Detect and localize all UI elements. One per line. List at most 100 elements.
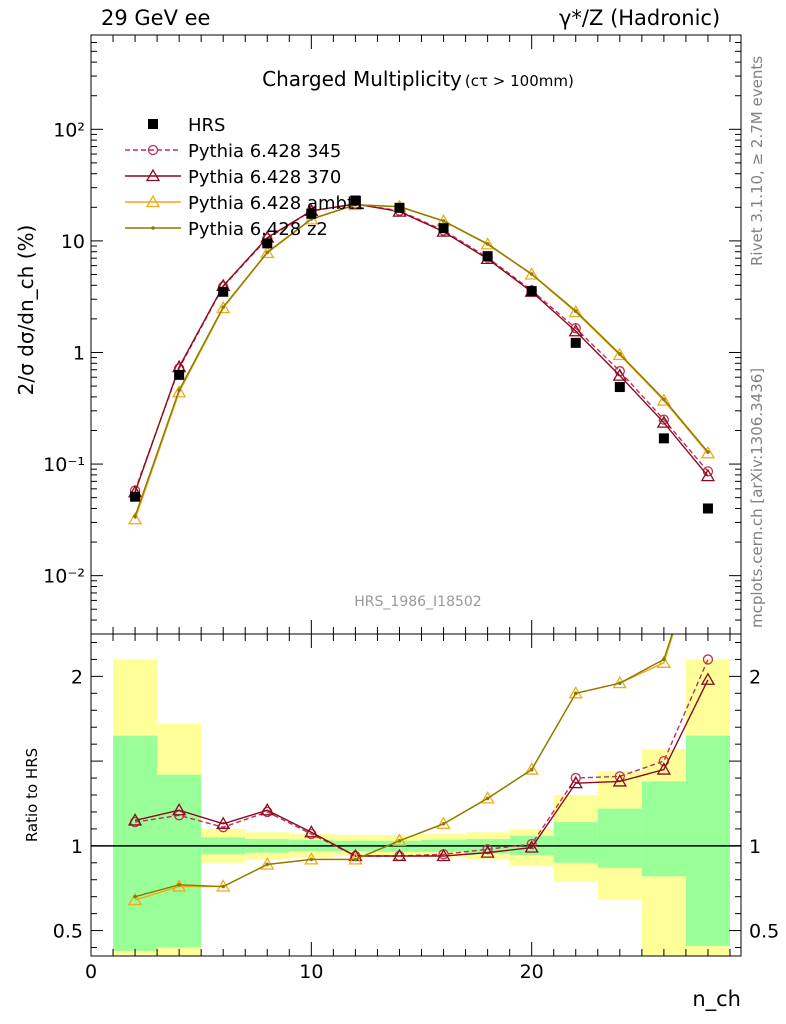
header-left: 29 GeV ee <box>101 6 211 30</box>
series-pythia-6-428-345-line <box>134 659 709 857</box>
series-hrs-point <box>130 491 141 502</box>
series-pythia-6-428-z2-point <box>133 514 137 519</box>
legend-pythia-6-428-345-marker <box>147 144 159 156</box>
x-tick-label: 10 <box>299 961 323 983</box>
legend-hrs-marker <box>148 119 158 129</box>
ratio-y-axis-label: Ratio to HRS <box>23 748 41 842</box>
legend-pythia-6-428-ambt1-marker <box>145 194 161 208</box>
chart-title-main: Charged Multiplicity <box>262 67 462 91</box>
main-series <box>127 195 716 525</box>
header-right: γ*/Z (Hadronic) <box>559 6 721 30</box>
series-pythia-6-428-z2-point <box>133 894 137 899</box>
series-hrs-point <box>570 337 581 348</box>
ratio-y-tick-label: 2 <box>71 666 83 688</box>
legend-hrs-label: HRS <box>188 115 225 136</box>
legend-pythia-6-428-370-label: Pythia 6.428 370 <box>188 167 341 188</box>
series-hrs-point <box>262 238 273 249</box>
series-hrs-point <box>438 223 449 234</box>
series-pythia-6-428-370-point <box>700 468 716 482</box>
series-pythia-6-428-ambt1-point <box>216 300 231 314</box>
y-tick-label: 10 <box>61 231 85 253</box>
uncertainty-band-inner <box>597 808 642 868</box>
series-pythia-6-428-ambt1-point <box>524 267 539 280</box>
series-pythia-6-428-ambt1-point <box>656 655 672 668</box>
y-axis-label: 2/σ dσ/dn_ch (%) <box>14 225 38 396</box>
series-pythia-6-428-370-point <box>700 672 716 685</box>
series-pythia-6-428-z2-point <box>662 657 666 662</box>
analysis-watermark: HRS_1986_I18502 <box>354 594 481 610</box>
x-axis-label: n_ch <box>692 987 741 1012</box>
series-hrs-point <box>658 433 669 444</box>
series-pythia-6-428-ambt1-point <box>127 892 143 906</box>
series-pythia-6-428-370-point <box>304 824 319 838</box>
ratio-y-tick-label: 0.5 <box>53 921 83 943</box>
series-pythia-6-428-ambt1-point <box>568 304 583 318</box>
series-pythia-6-428-z2-point <box>618 352 622 356</box>
series-pythia-6-428-ambt1-point <box>480 237 495 250</box>
series-pythia-6-428-z2-point <box>177 883 181 887</box>
series-pythia-6-428-ambt1-line <box>134 204 709 520</box>
series-pythia-6-428-370-point <box>612 368 627 381</box>
series-pythia-6-428-370-point <box>568 323 583 337</box>
legend-pythia-6-428-z2-label: Pythia 6.428 z2 <box>188 219 328 240</box>
uncertainty-band-inner <box>685 735 730 946</box>
series-hrs-point <box>174 369 185 380</box>
uncertainty-band-inner <box>641 781 686 877</box>
series-pythia-6-428-z2-point <box>573 691 578 696</box>
series-pythia-6-428-z2-point <box>441 219 446 223</box>
series-pythia-6-428-ambt1-point <box>127 511 143 525</box>
series-pythia-6-428-370-point <box>127 813 143 826</box>
ratio-y-tick-label-right: 1 <box>749 836 761 858</box>
series-pythia-6-428-370-point <box>216 816 231 829</box>
series-pythia-6-428-370-point <box>656 415 672 428</box>
ratio-y-tick-label: 1 <box>71 836 83 858</box>
series-pythia-6-428-345-line <box>134 203 709 491</box>
ratio-y-tick-label-right: 0.5 <box>749 921 779 943</box>
series-pythia-6-428-z2-line <box>134 634 673 898</box>
series-pythia-6-428-ambt1-point <box>700 445 716 459</box>
legend-pythia-6-428-345-label: Pythia 6.428 345 <box>188 141 341 162</box>
series-pythia-6-428-z2-point <box>706 522 710 526</box>
series-pythia-6-428-370-point <box>656 762 672 775</box>
ratio-y-tick-label-right: 2 <box>749 666 761 688</box>
series-hrs-point <box>306 208 317 219</box>
y-tick-label: 1 <box>73 342 85 364</box>
series-pythia-6-428-z2-point <box>618 681 622 685</box>
series-pythia-6-428-z2-point <box>529 272 534 276</box>
y-tick-label: 10² <box>53 119 85 141</box>
series-pythia-6-428-ambt1-point <box>612 675 627 689</box>
series-pythia-6-428-z2-point <box>485 242 490 246</box>
series-pythia-6-428-ambt1-point <box>480 791 495 804</box>
series-pythia-6-428-z2-point <box>309 857 314 862</box>
series-pythia-6-428-z2-point <box>529 767 534 772</box>
series-pythia-6-428-370-point <box>480 845 495 858</box>
series-pythia-6-428-z2-point <box>662 397 666 402</box>
series-pythia-6-428-370-line <box>134 203 709 493</box>
uncertainty-band-inner <box>553 822 598 863</box>
series-hrs-point <box>526 286 537 297</box>
series-hrs-point <box>482 251 493 262</box>
series-pythia-6-428-370-point <box>524 840 539 853</box>
series-pythia-6-428-z2-point <box>397 838 402 843</box>
series-pythia-6-428-ambt1-point <box>612 347 627 361</box>
legend-pythia-6-428-z2-marker <box>151 226 155 230</box>
series-pythia-6-428-370-point <box>568 775 583 789</box>
series-hrs-point <box>702 503 713 514</box>
series-pythia-6-428-370-point <box>392 848 407 862</box>
series-pythia-6-428-z2-point <box>353 857 358 862</box>
series-hrs-point <box>218 286 229 297</box>
series-hrs-point <box>394 202 405 213</box>
series-pythia-6-428-345-point <box>218 822 229 833</box>
series-pythia-6-428-370-point <box>612 774 627 787</box>
series-pythia-6-428-ambt1-point <box>304 852 319 865</box>
uncertainty-band-inner <box>113 735 158 951</box>
uncertainty-band-inner <box>157 774 202 948</box>
series-pythia-6-428-z2-point <box>221 884 226 889</box>
chart-title-suffix: (cτ > 100mm) <box>465 72 574 90</box>
x-tick-label: 0 <box>85 961 97 983</box>
series-pythia-6-428-ambt1-point <box>702 518 714 529</box>
series-hrs-point <box>614 382 625 393</box>
series-pythia-6-428-ambt1-point <box>260 245 275 259</box>
series-pythia-6-428-z2-point <box>441 822 446 826</box>
